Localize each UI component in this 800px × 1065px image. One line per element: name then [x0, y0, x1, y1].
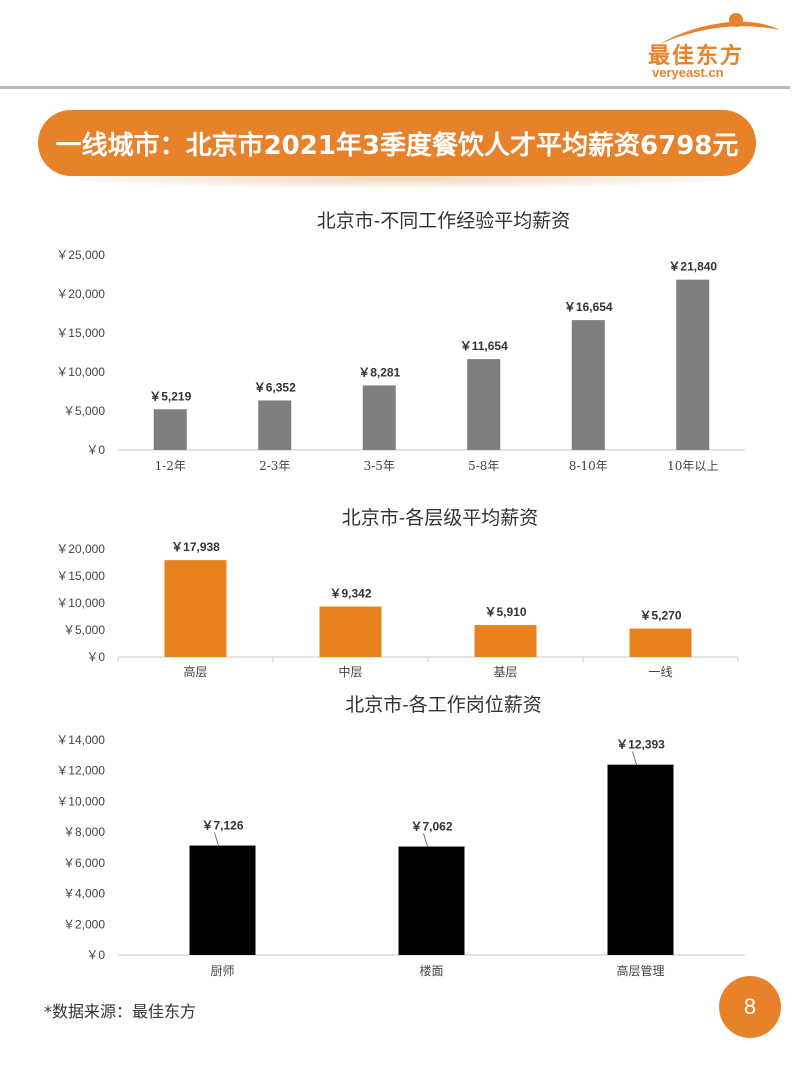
page-title: 一线城市：北京市2021年3季度餐饮人才平均薪资6798元 [55, 130, 739, 161]
category-label: 3-5年 [364, 459, 395, 473]
y-tick-label: ￥0 [86, 948, 105, 962]
data-label: ￥17,938 [171, 540, 220, 554]
data-label: ￥7,126 [201, 819, 243, 833]
category-label: 基层 [493, 665, 517, 679]
bar [362, 385, 396, 450]
y-tick-label: ￥10,000 [56, 794, 105, 808]
category-label: 一线 [648, 665, 672, 679]
category-label: 1-2年 [155, 459, 186, 473]
bar [629, 628, 692, 657]
category-label: 5-8年 [468, 459, 499, 473]
y-tick-label: ￥20,000 [56, 287, 105, 301]
bar [676, 279, 710, 450]
bar [189, 845, 256, 955]
data-label: ￥9,342 [329, 587, 371, 601]
bar [319, 606, 382, 657]
logo-domain: veryeast.cn [652, 65, 724, 80]
chart-experience-salary: 北京市-不同工作经验平均薪资 ￥0 ￥5,000 ￥10,000 ￥15,000 ￥20,… [56, 210, 745, 473]
y-tick-label: ￥6,000 [63, 856, 105, 870]
header-divider [0, 86, 790, 89]
y-tick-label: ￥25,000 [56, 248, 105, 262]
data-label: ￥5,910 [484, 605, 526, 619]
page-number: 8 [743, 994, 757, 1019]
data-label-leader [423, 833, 428, 847]
bar [398, 846, 465, 955]
chart-level-salary: 北京市-各层级平均薪资 ￥0 ￥5,000 ￥10,000 ￥15,000 ￥20,000… [56, 507, 739, 679]
category-label: 楼面 [419, 963, 443, 978]
bar [571, 320, 605, 450]
bar [258, 400, 292, 450]
data-label: ￥7,062 [410, 820, 452, 834]
chart-title: 北京市-不同工作经验平均薪资 [317, 210, 570, 232]
y-tick-label: ￥8,000 [63, 825, 105, 839]
category-label: 10年以上 [667, 459, 718, 473]
data-label-leader [632, 751, 637, 765]
data-label: ￥8,281 [358, 365, 400, 379]
y-tick-label: ￥12,000 [56, 764, 105, 778]
y-tick-label: ￥2,000 [63, 917, 105, 931]
logo-swoosh-icon [660, 13, 780, 44]
y-tick-label: ￥15,000 [56, 569, 105, 583]
data-label-leader [214, 832, 219, 846]
data-label: ￥12,393 [616, 738, 665, 752]
y-tick-label: ￥15,000 [56, 326, 105, 340]
chart-title: 北京市-各工作岗位薪资 [345, 694, 541, 716]
bar [607, 764, 674, 955]
bar [474, 625, 537, 657]
category-label: 厨师 [210, 964, 234, 978]
chart-position-salary: 北京市-各工作岗位薪资 ￥0 ￥2,000 ￥4,000 ￥6,000 ￥8,000 ￥10… [56, 694, 745, 978]
category-label: 中层 [338, 664, 362, 679]
y-tick-label: ￥5,000 [63, 623, 105, 637]
category-label: 2-3年 [259, 459, 290, 473]
y-tick-label: ￥4,000 [63, 887, 105, 901]
chart-title: 北京市-各层级平均薪资 [342, 507, 538, 529]
logo-name: 最佳东方 [648, 44, 745, 69]
bar [467, 359, 501, 450]
y-tick-label: ￥14,000 [56, 733, 105, 747]
category-label: 高层 [183, 664, 207, 679]
y-tick-label: ￥0 [86, 443, 105, 457]
y-tick-label: ￥10,000 [56, 596, 105, 610]
data-label: ￥21,840 [668, 260, 717, 274]
data-label: ￥16,654 [564, 300, 613, 314]
data-label: ￥11,654 [460, 339, 508, 353]
category-label: 8-10年 [569, 459, 608, 473]
y-tick-label: ￥10,000 [56, 365, 105, 379]
y-tick-label: ￥20,000 [56, 542, 105, 556]
bar [164, 560, 227, 657]
data-source-note: *数据来源：最佳东方 [44, 1002, 197, 1021]
page-number-badge: 8 [719, 976, 781, 1038]
data-label: ￥5,219 [149, 389, 191, 403]
data-label: ￥5,270 [639, 609, 681, 623]
category-label: 高层管理 [616, 963, 664, 978]
veryeast-logo: 最佳东方 veryeast.cn [640, 8, 790, 80]
bar [153, 409, 187, 450]
y-tick-label: ￥5,000 [63, 404, 105, 418]
y-tick-label: ￥0 [86, 650, 105, 664]
page-title-banner: 一线城市：北京市2021年3季度餐饮人才平均薪资6798元 [38, 110, 756, 176]
data-label: ￥6,352 [254, 380, 296, 394]
